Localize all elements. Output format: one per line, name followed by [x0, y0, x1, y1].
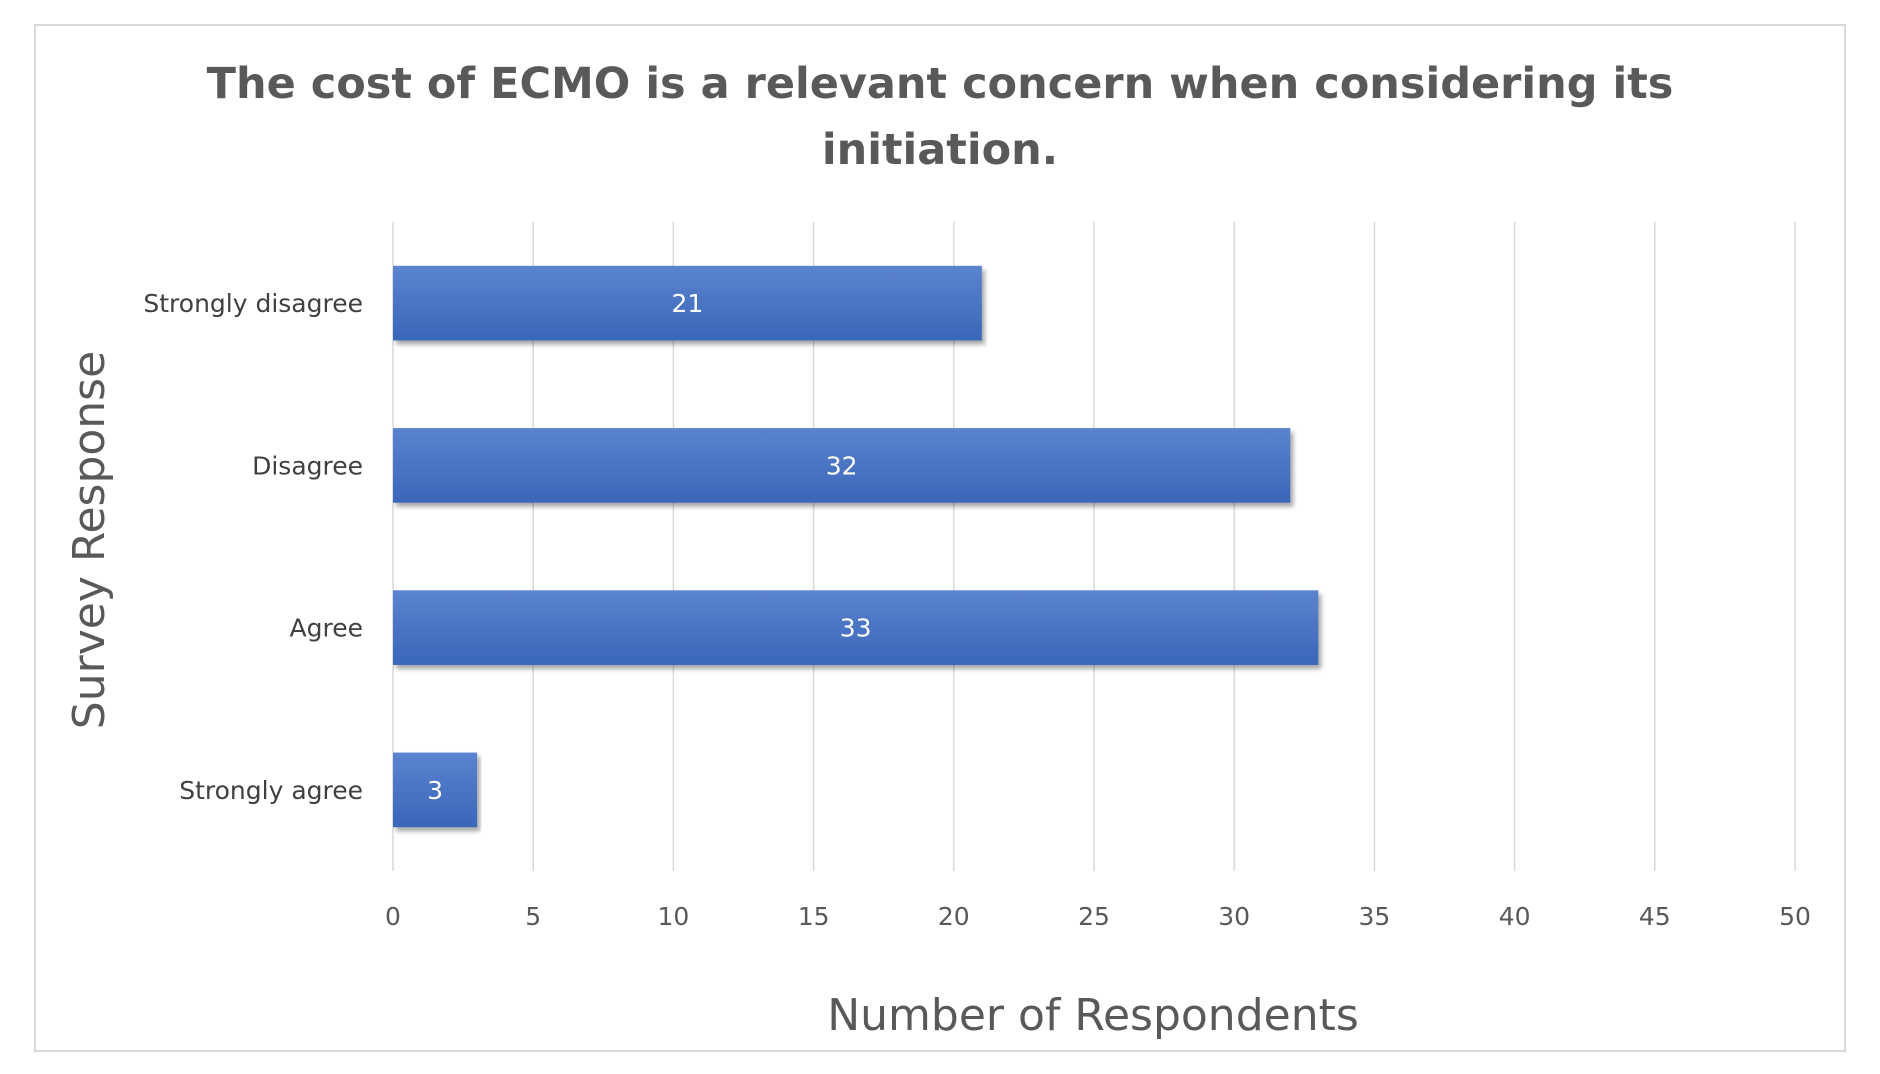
chart-title-line-1: The cost of ECMO is a relevant concern w…: [207, 59, 1674, 109]
bar: [393, 428, 1291, 503]
bar: [393, 265, 982, 341]
chart-title: The cost of ECMO is a relevant concern w…: [207, 59, 1674, 175]
x-tick-label: 25: [1078, 902, 1110, 931]
y-axis-title: Survey Response: [64, 351, 115, 729]
x-tick-label: 15: [798, 902, 830, 931]
x-tick-label: 35: [1358, 902, 1390, 931]
x-tick-label: 30: [1218, 902, 1250, 931]
x-axis-title: Number of Respondents: [827, 990, 1359, 1041]
category-label: Strongly disagree: [143, 289, 363, 318]
chart-title-line-2: initiation.: [822, 125, 1058, 175]
category-label: Agree: [290, 614, 363, 643]
category-label: Disagree: [252, 451, 363, 480]
category-label: Strongly agree: [179, 776, 363, 805]
x-tick-label: 5: [525, 902, 541, 931]
bar-data-label: 3: [427, 776, 443, 805]
x-tick-label: 10: [657, 902, 689, 931]
x-tick-label: 50: [1779, 902, 1811, 931]
bar: [393, 752, 478, 828]
x-tick-label: 40: [1499, 902, 1531, 931]
bar-data-label: 21: [672, 289, 704, 318]
x-tick-label: 0: [385, 902, 401, 931]
x-tick-label: 20: [938, 902, 970, 931]
category-labels: Strongly disagree Disagree Agree Strongly a…: [143, 289, 363, 805]
bar-data-label: 32: [826, 451, 858, 480]
x-tick-label: 45: [1639, 902, 1671, 931]
bar-data-label: 33: [840, 614, 872, 643]
x-tick-labels: 0 5 10 15 20 25 30 35 40 45 50: [385, 902, 1811, 931]
chart-frame: [34, 24, 1846, 1052]
bar: [393, 590, 1319, 665]
